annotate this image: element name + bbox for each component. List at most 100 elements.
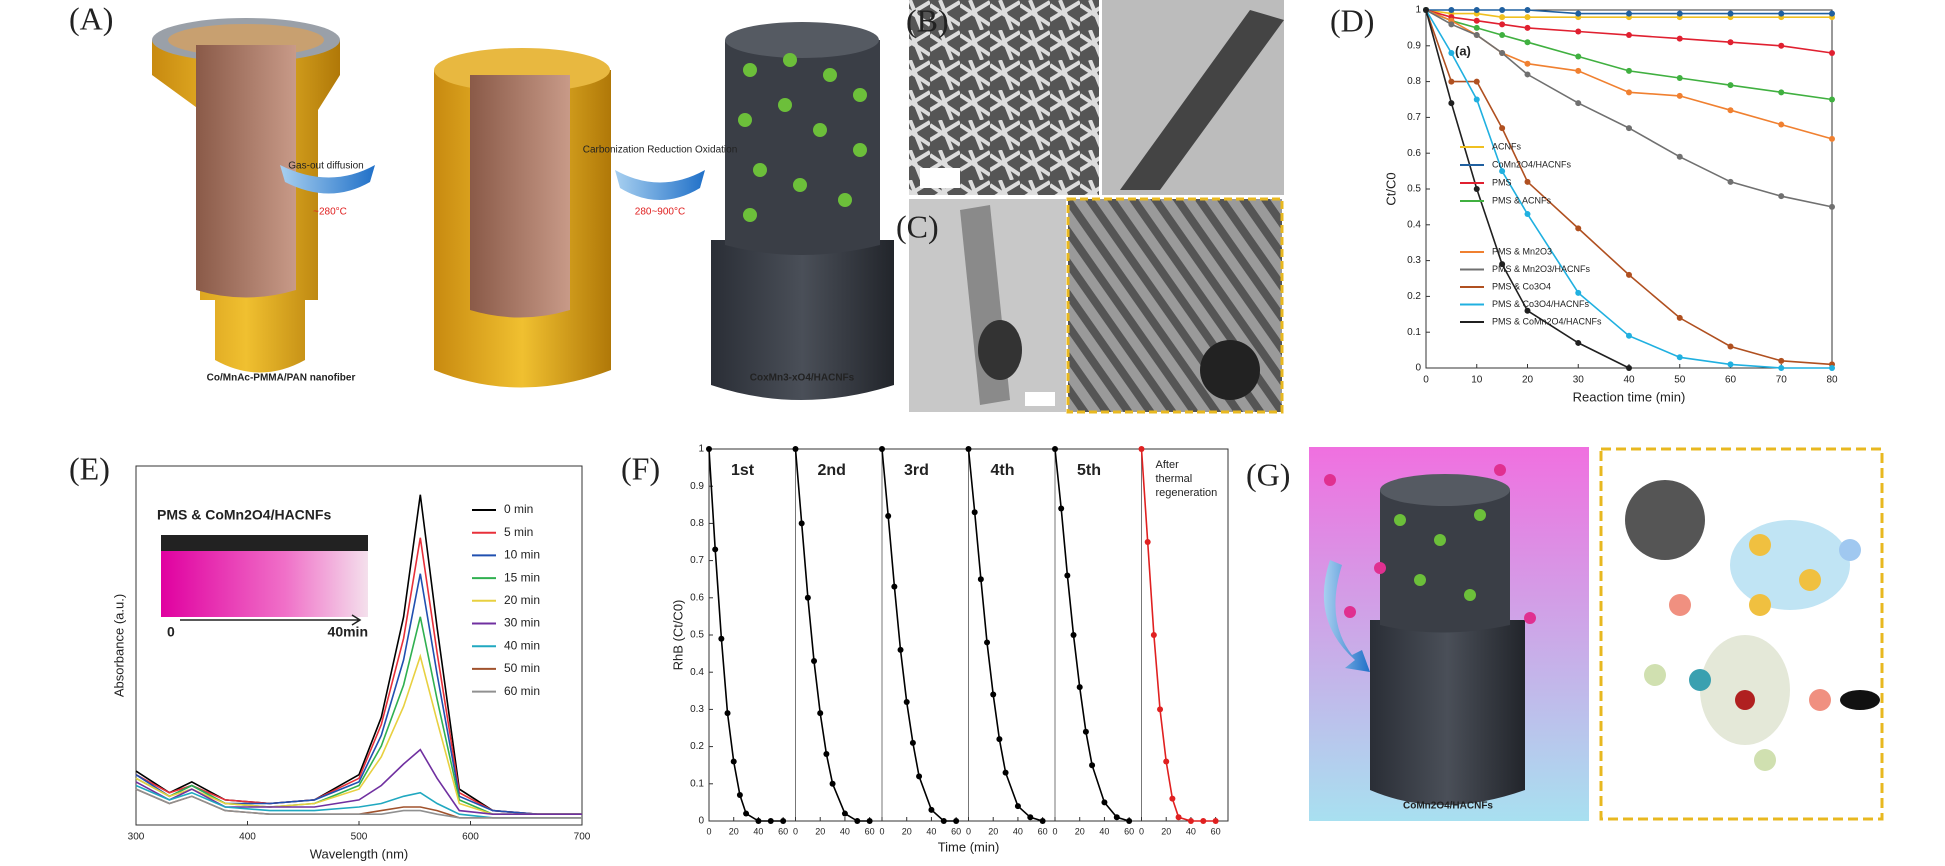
fiber — [1120, 10, 1284, 190]
data-point — [1002, 769, 1009, 776]
legend-label: PMS & CoMn2O4/HACNFs — [1492, 316, 1602, 326]
y-tick-label: 0.1 — [1407, 327, 1421, 338]
data-point — [817, 710, 824, 717]
data-point — [1727, 10, 1734, 17]
x-tick-label: 0 — [793, 826, 798, 836]
data-point — [1676, 75, 1683, 82]
legend-label: CoMn2O4/HACNFs — [1492, 159, 1572, 169]
data-point — [1829, 96, 1835, 103]
legend-label: 30 min — [504, 616, 540, 630]
data-point — [1169, 795, 1176, 802]
data-point — [798, 520, 805, 527]
data-point — [990, 691, 997, 698]
data-point — [1423, 7, 1429, 13]
data-point — [885, 512, 892, 519]
x-tick-label: 0 — [1052, 826, 1057, 836]
y-tick-label: 0.6 — [1407, 148, 1421, 159]
data-point — [1113, 814, 1120, 821]
data-point — [1727, 343, 1734, 350]
y-tick-label: 0.5 — [1407, 184, 1421, 195]
y-tick-label: 1 — [698, 444, 704, 455]
data-point — [1052, 446, 1058, 452]
data-point — [891, 583, 898, 590]
x-tick-label: 0 — [879, 826, 884, 836]
data-point — [1524, 7, 1531, 13]
data-point — [1448, 49, 1455, 56]
data-point — [928, 806, 935, 813]
data-point — [1575, 10, 1582, 17]
data-point — [1727, 178, 1734, 185]
y-tick-label: 0.2 — [1407, 291, 1421, 302]
data-point — [1575, 225, 1582, 232]
x-tick-label: 10 — [1471, 375, 1483, 386]
x-tick-label: 20 — [815, 826, 825, 836]
y-tick-label: 0.7 — [1407, 112, 1421, 123]
series-line — [1425, 9, 1833, 101]
cycle-label: 1st — [731, 462, 755, 479]
panel-label: (C) — [896, 208, 939, 244]
inset-arrow — [180, 614, 362, 626]
x-tick-label: 40 — [753, 826, 763, 836]
data-point — [1524, 60, 1531, 67]
inset-start: 0 — [167, 624, 175, 640]
panel-label: (F) — [621, 450, 660, 486]
series-line — [1425, 9, 1832, 369]
x-tick-label: 60 — [1038, 826, 1048, 836]
panel-label: (D) — [1330, 2, 1374, 38]
data-point — [1778, 10, 1785, 17]
data-point — [1014, 803, 1021, 810]
data-point — [1138, 446, 1145, 452]
x-tick-label: 0 — [1139, 826, 1144, 836]
cycle-label: 2nd — [818, 462, 846, 479]
series-line — [1425, 9, 1833, 208]
x-tick-label: 40 — [926, 826, 936, 836]
data-point — [1144, 539, 1151, 545]
vial-caps — [161, 535, 368, 551]
cycle-label: After thermal regeneration — [1156, 459, 1218, 499]
series-line — [1054, 448, 1130, 822]
data-point — [1676, 92, 1683, 99]
series-line — [135, 784, 582, 819]
micrographs — [909, 0, 1284, 414]
y-tick-label: 0.1 — [690, 778, 704, 789]
y-axis-label: RhB (Ct/C0) — [670, 600, 685, 671]
data-point — [996, 736, 1003, 743]
step-label: Carbonization Reduction Oxidation — [583, 145, 738, 156]
data-point — [792, 446, 799, 452]
y-axis-label: Ct/C0 — [1383, 172, 1398, 205]
sem-image — [909, 0, 1099, 195]
data-point — [1524, 39, 1531, 46]
step-temp: ~280°C — [313, 207, 347, 218]
data-point — [1626, 89, 1632, 96]
x-tick-label: 40 — [1623, 375, 1635, 386]
y-axis-label: Absorbance (a.u.) — [111, 594, 126, 697]
data-point — [1126, 818, 1133, 824]
data-point — [1676, 153, 1683, 160]
caption: CoMn2O4/HACNFs — [1403, 801, 1493, 812]
x-tick-label: 80 — [1826, 375, 1838, 386]
x-axis-label: Reaction time (min) — [1573, 389, 1686, 404]
data-point — [718, 635, 725, 642]
data-point — [1089, 762, 1096, 769]
data-point — [940, 818, 947, 824]
x-tick-label: 40 — [1099, 826, 1109, 836]
data-point — [1499, 32, 1506, 39]
data-point — [971, 509, 978, 516]
y-tick-label: 0.3 — [1407, 255, 1421, 266]
data-point — [1473, 78, 1480, 85]
data-point — [1157, 706, 1164, 713]
data-point — [1626, 125, 1632, 132]
y-tick-label: 0 — [1415, 363, 1421, 374]
x-tick-label: 20 — [1161, 826, 1171, 836]
data-point — [866, 818, 873, 824]
panel-label: (E) — [69, 450, 110, 486]
series-line — [881, 448, 957, 822]
data-point — [1187, 818, 1194, 824]
data-point — [712, 546, 719, 553]
data-point — [1626, 10, 1632, 17]
data-point — [1524, 14, 1531, 21]
caption: CoxMn3-xO4/HACNFs — [750, 373, 855, 384]
data-point — [1626, 32, 1632, 39]
y-tick-label: 0 — [698, 816, 704, 827]
